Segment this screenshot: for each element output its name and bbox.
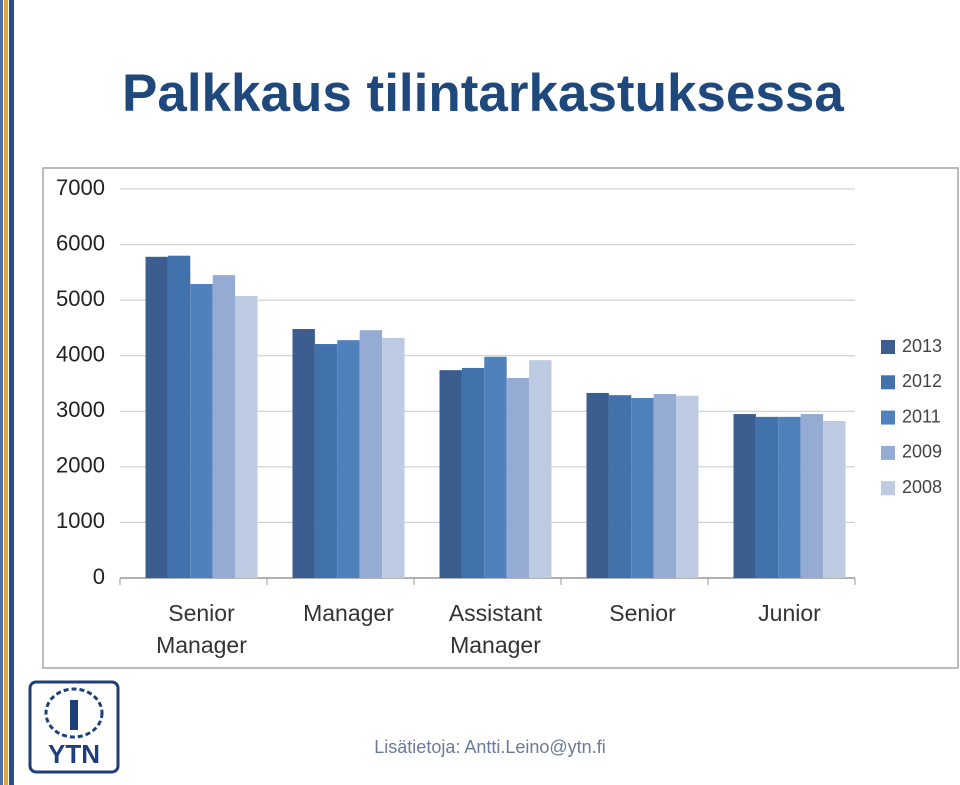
legend-label: 2012 bbox=[902, 371, 942, 391]
legend-label: 2013 bbox=[902, 336, 942, 356]
bar bbox=[461, 367, 485, 578]
bar bbox=[653, 394, 677, 578]
logo: YTN bbox=[28, 680, 120, 774]
bar bbox=[778, 416, 801, 578]
x-tick-label: Senior Manager bbox=[156, 600, 247, 658]
legend-swatch bbox=[881, 481, 895, 496]
logo-column bbox=[70, 700, 78, 730]
legend-label: 2009 bbox=[902, 442, 942, 462]
bar bbox=[755, 416, 779, 578]
bar bbox=[586, 392, 609, 578]
x-tick-label: Manager bbox=[303, 600, 394, 626]
bar bbox=[506, 377, 530, 578]
legend-swatch bbox=[881, 340, 895, 354]
y-tick-label: 5000 bbox=[56, 286, 105, 311]
x-tick-label: Senior bbox=[609, 600, 676, 626]
bar bbox=[733, 414, 756, 578]
bar bbox=[359, 330, 383, 578]
y-tick-label: 6000 bbox=[56, 230, 105, 255]
y-tick-label: 4000 bbox=[56, 342, 105, 367]
stripe bbox=[9, 0, 14, 785]
bar bbox=[439, 370, 462, 578]
legend-label: 2011 bbox=[902, 406, 941, 426]
bar bbox=[292, 329, 315, 578]
stripe bbox=[0, 0, 3, 785]
slide-title: Palkkaus tilintarkastuksessa bbox=[122, 64, 844, 123]
bar bbox=[800, 414, 824, 578]
y-tick-label: 2000 bbox=[56, 453, 105, 478]
bar bbox=[382, 337, 405, 578]
bar bbox=[337, 340, 360, 578]
bar bbox=[608, 395, 632, 578]
chart-frame bbox=[42, 167, 959, 669]
bar bbox=[484, 356, 507, 578]
y-tick-label: 1000 bbox=[56, 508, 105, 533]
x-tick-label: Assistant Manager bbox=[448, 600, 543, 658]
x-tick-label: Junior bbox=[758, 600, 821, 626]
y-tick-label: 7000 bbox=[56, 175, 105, 200]
legend-label: 2008 bbox=[902, 477, 942, 497]
bar bbox=[823, 421, 846, 578]
logo-text: YTN bbox=[48, 739, 100, 769]
legend-swatch bbox=[881, 445, 895, 460]
stripe bbox=[4, 0, 8, 785]
bar bbox=[145, 256, 168, 578]
y-tick-label: 3000 bbox=[56, 397, 105, 422]
footer: Lisätietoja: Antti.Leino@ytn.fi bbox=[374, 737, 605, 757]
bar bbox=[167, 255, 191, 578]
bar bbox=[212, 275, 236, 578]
bar bbox=[631, 397, 654, 578]
bar bbox=[529, 360, 552, 578]
bar bbox=[314, 344, 338, 578]
logo-wreath bbox=[44, 687, 104, 739]
bar bbox=[235, 295, 258, 578]
bar bbox=[190, 284, 213, 578]
legend-swatch bbox=[881, 410, 895, 425]
y-tick-label: 0 bbox=[93, 564, 105, 589]
legend-swatch bbox=[881, 375, 895, 390]
bar bbox=[676, 395, 699, 578]
